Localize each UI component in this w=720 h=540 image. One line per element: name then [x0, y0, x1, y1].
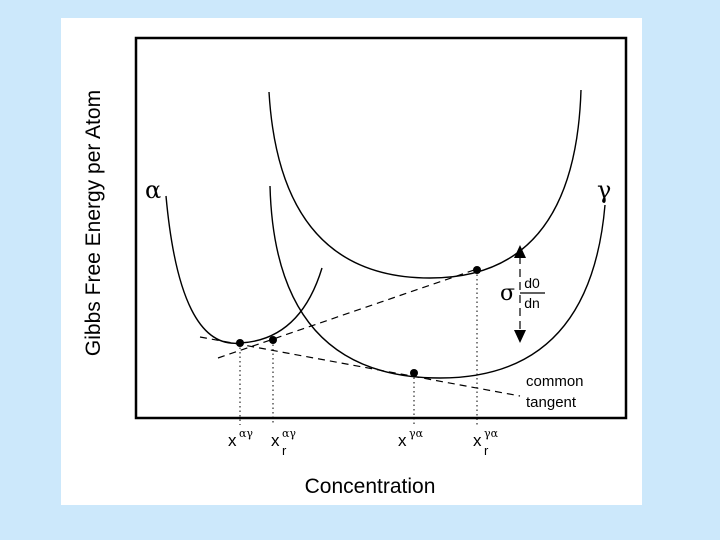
tick-base: x: [398, 431, 407, 450]
tick-subscript: r: [282, 443, 287, 458]
gibbs-energy-diagram: Gibbs Free Energy per Atom Concentration: [82, 36, 628, 498]
common-tangent-label-line1: common: [526, 373, 584, 390]
tick-superscript: γα: [409, 427, 424, 440]
tick-superscript: αγ: [239, 427, 253, 440]
alpha-label: α: [145, 176, 161, 204]
tick-base: x: [228, 431, 237, 450]
gamma-label: γ: [597, 176, 611, 204]
tick-label-x-alpha-gamma: x αγ: [228, 427, 253, 450]
figure-panel: Gibbs Free Energy per Atom Concentration: [61, 18, 642, 505]
tick-label-xr-gamma-alpha: x γα r: [473, 427, 499, 458]
fraction-numerator: d0: [524, 275, 540, 291]
tangent-point-gamma-r: [473, 266, 481, 274]
tick-label-x-gamma-alpha: x γα: [398, 427, 424, 450]
tick-base: x: [473, 431, 482, 450]
upper-free-energy-curve: [268, 89, 582, 279]
tangent-line-to-upper-curve: [217, 267, 481, 359]
fraction-denominator: dn: [524, 295, 540, 311]
gamma-phase-curve: [269, 185, 606, 379]
tick-base: x: [271, 431, 280, 450]
x-axis-label: Concentration: [305, 475, 436, 498]
tangent-point-gamma: [410, 369, 418, 377]
arrow-head-down: [514, 330, 526, 343]
sigma-symbol: σ: [500, 281, 515, 306]
tick-label-xr-alpha-gamma: x αγ r: [271, 427, 296, 458]
tick-superscript: αγ: [282, 427, 296, 440]
common-tangent-label-line2: tangent: [526, 394, 577, 411]
alpha-phase-curve: [165, 195, 323, 344]
y-axis-label: Gibbs Free Energy per Atom: [82, 90, 105, 356]
tick-superscript: γα: [484, 427, 499, 440]
tick-subscript: r: [484, 443, 489, 458]
tangent-point-alpha-r: [269, 336, 277, 344]
common-tangent-line: [199, 336, 521, 397]
tangent-point-alpha: [236, 339, 244, 347]
arrow-head-up: [514, 245, 526, 258]
plot-frame: [134, 36, 628, 420]
